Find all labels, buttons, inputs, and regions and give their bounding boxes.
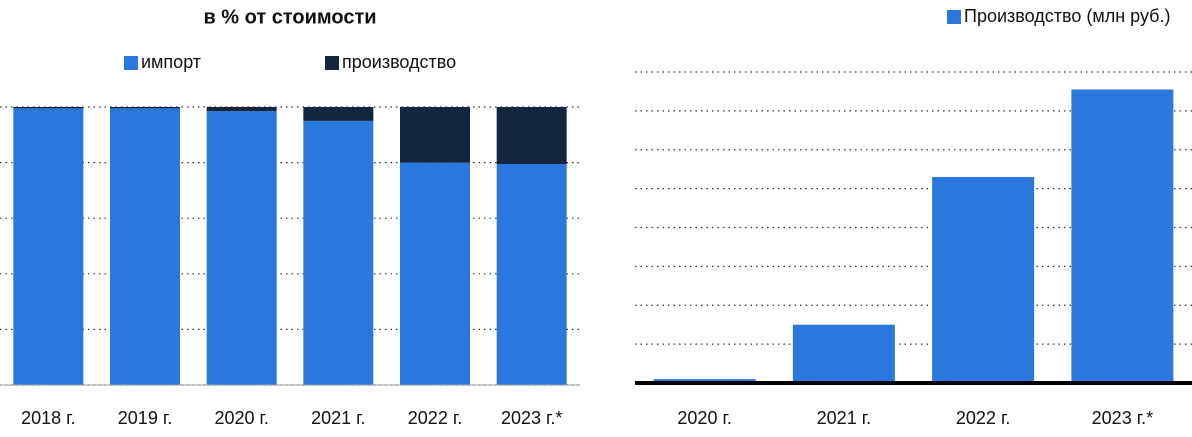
bar-segment	[303, 107, 374, 121]
x-tick-label: 2020 г.	[214, 408, 268, 428]
x-tick-label: 2022 г.	[408, 408, 462, 428]
bar-segment	[110, 107, 180, 109]
legend-swatch	[325, 56, 339, 70]
bar-segment	[206, 107, 277, 112]
bar	[932, 176, 1035, 383]
legend-label: импорт	[141, 52, 201, 72]
chart-title: в % от стоимости	[203, 6, 376, 28]
bar-segment	[303, 120, 374, 386]
x-tick-label: 2020 г.	[677, 408, 731, 428]
bar	[1071, 89, 1174, 384]
x-tick-label: 2023 г.*	[1092, 408, 1153, 428]
bar-segment	[13, 107, 84, 109]
bar-segment	[13, 108, 84, 385]
x-tick-label: 2018 г.	[21, 408, 75, 428]
bar-segment	[206, 111, 277, 386]
x-tick-label: 2021 г.	[817, 408, 871, 428]
bar-segment	[496, 163, 567, 385]
bar	[792, 324, 895, 383]
x-tick-label: 2022 г.	[956, 408, 1010, 428]
x-tick-label: 2023 г.*	[501, 408, 562, 428]
bar-segment	[496, 107, 567, 164]
bar-segment	[400, 107, 470, 163]
x-tick-label: 2019 г.	[118, 408, 172, 428]
x-tick-label: 2021 г.	[311, 408, 365, 428]
legend-swatch	[124, 56, 138, 70]
bar-segment	[400, 162, 470, 385]
legend-label: производство	[342, 52, 456, 72]
bar-segment	[110, 108, 180, 385]
legend-swatch	[947, 10, 961, 24]
legend-label: Производство (млн руб.)	[964, 6, 1171, 26]
